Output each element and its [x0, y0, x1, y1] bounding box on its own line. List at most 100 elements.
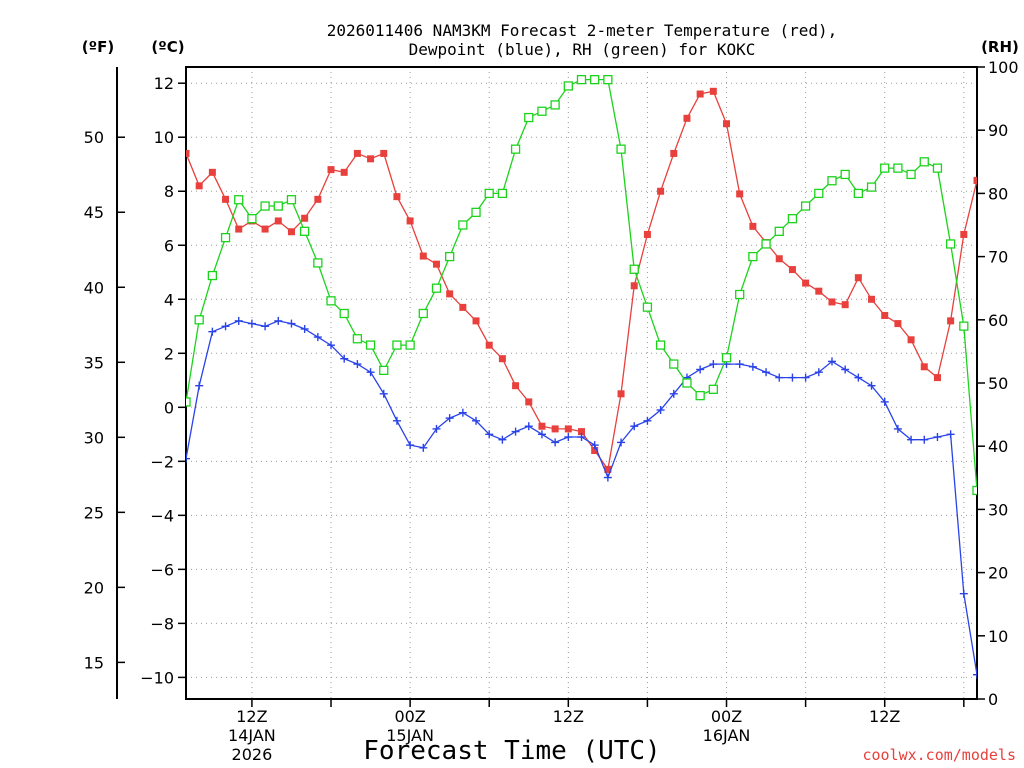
temperature-point: [749, 222, 757, 230]
temperature-point: [788, 266, 796, 274]
x-tick-date: 14JAN: [228, 726, 276, 745]
dewpoint-point: [287, 319, 296, 328]
dewpoint-point: [485, 430, 494, 439]
rh-point: [207, 270, 218, 281]
temperature-point: [367, 155, 375, 163]
dewpoint-point: [208, 327, 217, 336]
dewpoint-point: [551, 438, 560, 447]
dewpoint-point: [379, 389, 388, 398]
dewpoint-point: [617, 438, 626, 447]
dewpoint-point: [221, 322, 230, 331]
rh-point: [186, 397, 191, 407]
rh-tick-label: 60: [988, 311, 1008, 330]
rh-point: [695, 390, 705, 401]
celsius-tick-label: 6: [164, 236, 174, 255]
dewpoint-point: [577, 433, 586, 442]
rh-point: [445, 251, 455, 262]
dewpoint-point: [247, 319, 256, 328]
dewpoint-point: [827, 357, 836, 366]
rh-point: [616, 144, 626, 154]
dewpoint-point: [419, 443, 428, 452]
rh-point: [365, 340, 376, 350]
temperature-point: [301, 214, 309, 222]
temperature-point: [591, 447, 599, 455]
fahrenheit-tick-label: 50: [84, 128, 104, 147]
dewpoint-point: [801, 373, 810, 382]
temperature-point: [947, 317, 955, 325]
rh-point: [550, 100, 560, 110]
dewpoint-point: [630, 422, 639, 431]
rh-point: [748, 251, 758, 262]
chart-title-line2: Dewpoint (blue), RH (green) for KOKC: [409, 40, 756, 59]
rh-point: [814, 188, 824, 199]
temperature-point: [802, 279, 810, 287]
dewpoint-point: [814, 368, 823, 377]
dewpoint-point: [261, 322, 270, 331]
plot-frame: [185, 66, 978, 700]
rh-tick-label: 50: [988, 374, 1008, 393]
rh-point: [379, 365, 389, 376]
temperature-point: [538, 422, 546, 430]
temperature-point: [287, 228, 295, 236]
dewpoint-point: [946, 430, 955, 439]
temperature-point: [393, 193, 401, 201]
rh-tick-label: 70: [988, 248, 1008, 267]
rh-point: [682, 378, 692, 388]
temperature-point: [960, 230, 968, 238]
temperature-point: [314, 195, 322, 203]
chart-title-line1: 2026011406 NAM3KM Forecast 2-meter Tempe…: [327, 21, 838, 40]
labels-layer: −10 −8 −6 −4 −2 0 2 4 6 8 10 12 15 20 25 30 35 40 45 50 0 10 2…: [84, 58, 1019, 764]
rh-point: [273, 201, 283, 211]
rh-point: [945, 239, 956, 249]
rh-point: [735, 289, 745, 300]
dewpoint-point: [643, 416, 652, 425]
temperature-point: [696, 90, 704, 98]
dewpoint-point: [669, 389, 678, 398]
dewpoint-point: [537, 430, 546, 439]
rh-point: [405, 340, 415, 350]
temperature-point: [512, 382, 520, 390]
rh-point: [893, 163, 903, 173]
rh-point: [655, 340, 666, 350]
dewpoint-point: [841, 365, 850, 374]
rh-point: [972, 485, 977, 496]
temperature-point: [920, 363, 928, 371]
rh-point: [919, 157, 929, 167]
x-tick-date: 15JAN: [386, 726, 434, 745]
x-tick-date: 16JAN: [703, 726, 751, 745]
dewpoint-point: [195, 381, 204, 390]
celsius-tick-label: −8: [150, 614, 174, 633]
rh-point: [510, 144, 521, 154]
dewpoint-point: [880, 397, 889, 406]
temperature-point: [630, 282, 638, 290]
temperature-point: [657, 187, 665, 195]
rh-tick-label: 10: [988, 627, 1008, 646]
rh-point: [800, 201, 811, 211]
dewpoint-point: [511, 427, 520, 436]
temperature-point: [195, 182, 203, 190]
rh-point: [260, 201, 270, 211]
dewpoint-point: [353, 360, 362, 369]
fahrenheit-tick-label: 45: [84, 203, 104, 222]
dewpoint-point: [524, 422, 533, 431]
dewpoint-point: [498, 435, 507, 444]
axes-layer: [116, 66, 985, 707]
temperature-point: [406, 217, 414, 225]
temperature-point: [723, 120, 731, 128]
dewpoint-point: [313, 333, 322, 342]
celsius-tick-label: 2: [164, 344, 174, 363]
temperature-point: [933, 374, 941, 382]
rh-point: [299, 226, 310, 236]
rh-point: [352, 334, 363, 344]
temperature-point: [578, 428, 585, 436]
temperature-point: [498, 355, 506, 363]
dewpoint-point: [340, 354, 349, 363]
dewpoint-point: [788, 373, 797, 382]
temperature-point: [894, 320, 902, 328]
left-unit-fahrenheit: (ºF): [82, 38, 114, 56]
x-tick-label: 00Z: [394, 707, 425, 726]
rh-point: [563, 81, 573, 91]
celsius-tick-label: 0: [164, 398, 174, 417]
rh-point: [787, 214, 798, 224]
temperature-point: [261, 225, 269, 233]
